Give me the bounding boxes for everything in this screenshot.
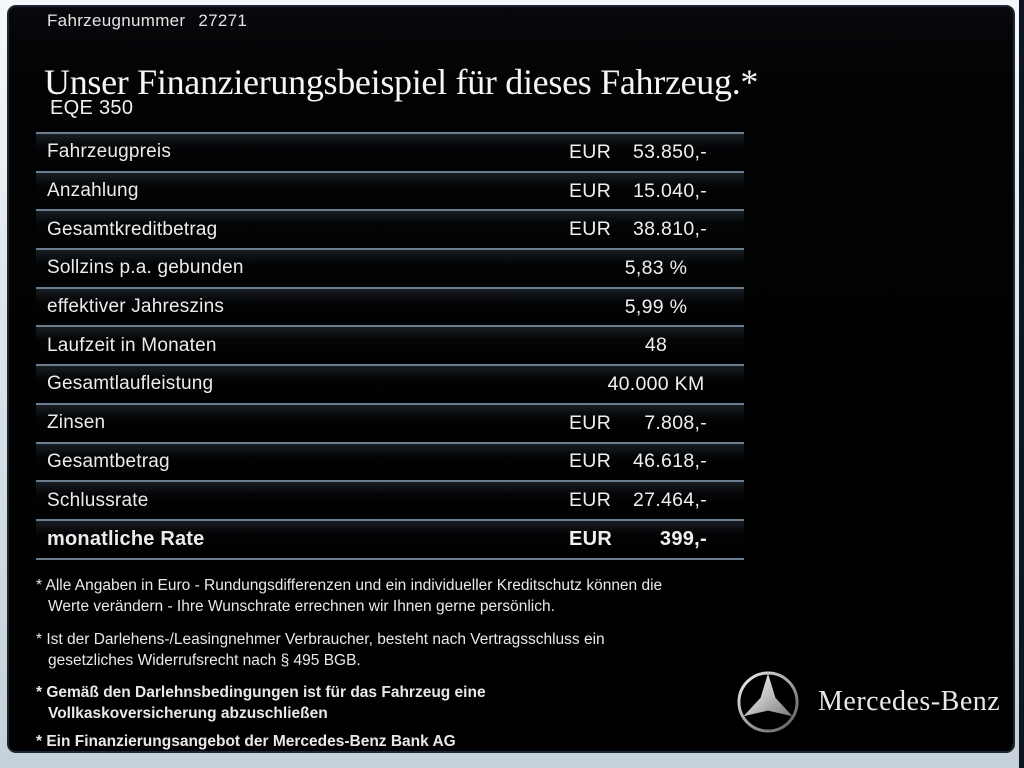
currency-label: EUR [569,411,612,434]
row-label: Gesamtbetrag [47,450,170,472]
amount-value: 46.618,- [633,450,707,473]
amount-value: 38.810,- [633,218,707,241]
row-value: EUR 7.808,- [562,412,744,435]
currency-label: EUR [569,140,612,163]
financing-offer-panel: Fahrzeugnummer 27271 Unser Finanzierungs… [7,5,1015,753]
brand-name: Mercedes-Benz [818,686,1001,717]
currency-label: EUR [569,489,612,512]
table-row: Sollzins p.a. gebunden 5,83 % [36,248,744,287]
row-label: Fahrzeugpreis [47,141,172,163]
row-label: Gesamtlaufleistung [47,373,214,395]
amount-value: 27.464,- [633,489,707,512]
footnote-line: * Ein Finanzierungsangebot der Mercedes-… [36,733,456,750]
table-row: Gesamtbetrag EUR 46.618,- [36,441,744,481]
row-value: EUR 38.810,- [562,218,744,241]
footnote-line: Werte verändern - Ihre Wunschrate errech… [48,598,555,615]
vehicle-number-label: Fahrzeugnummer [47,11,186,30]
row-value: EUR 46.618,- [562,450,744,473]
row-label: effektiver Jahreszins [47,296,225,318]
row-label: Laufzeit in Monaten [47,334,217,356]
amount-value: 48 [644,334,668,357]
amount-value: 53.850,- [633,140,707,163]
amount-value: 5,83 % [624,256,688,279]
currency-label: EUR [569,218,612,241]
row-label: Schlussrate [47,489,149,511]
amount-value: 5,99 % [624,295,688,318]
table-row: Gesamtlaufleistung 40.000 KM [36,364,744,403]
amount-value: 7.808,- [644,411,707,434]
amount-value: 40.000 KM [607,372,705,395]
financing-table: Fahrzeugpreis EUR 53.850,- Anzahlung EUR… [36,132,744,560]
table-row: Schlussrate EUR 27.464,- [36,480,744,519]
table-row: Zinsen EUR 7.808,- [36,402,744,442]
footnotes-section: * Alle Angaben in Euro - Rundungsdiffere… [36,575,752,759]
currency-label: EUR [569,179,612,202]
page-title: Unser Finanzierungsbeispiel für dieses F… [44,62,759,103]
table-row: effektiver Jahreszins 5,99 % [36,286,744,326]
footnote: * Gemäß den Darlehnsbedingungen ist für … [36,682,752,724]
row-label: Gesamtkreditbetrag [47,218,218,240]
table-row: Fahrzeugpreis EUR 53.850,- [36,132,744,171]
row-label: monatliche Rate [47,527,205,550]
footnote: * Ein Finanzierungsangebot der Mercedes-… [36,731,752,752]
row-value: 5,83 % [562,257,744,280]
brand-block: Mercedes-Benz [735,669,1000,735]
row-value: 5,99 % [562,296,744,319]
row-value: 48 [562,334,744,357]
table-row: Gesamtkreditbetrag EUR 38.810,- [36,209,744,249]
row-value: EUR 15.040,- [562,180,744,203]
table-row: Anzahlung EUR 15.040,- [36,170,744,210]
vehicle-model: EQE 350 [50,97,134,119]
row-value: 40.000 KM [562,373,744,396]
window-edge-strip [1019,0,1024,768]
row-value: EUR 53.850,- [562,141,744,164]
row-label: Anzahlung [47,180,139,202]
footnote: * Ist der Darlehens-/Leasingnehmer Verbr… [36,629,752,671]
amount-value: 399,- [659,527,707,550]
row-value: EUR 27.464,- [562,489,744,512]
mercedes-star-icon [737,671,799,733]
table-row-monthly-rate: monatliche Rate EUR 399,- [36,518,744,558]
currency-label: EUR [569,450,612,473]
table-row: Laufzeit in Monaten 48 [36,325,744,365]
footnote-line: * Ist der Darlehens-/Leasingnehmer Verbr… [36,631,605,648]
vehicle-number-value: 27271 [198,11,248,30]
row-label: Sollzins p.a. gebunden [47,257,244,279]
row-label: Zinsen [47,412,106,434]
currency-label: EUR [569,527,613,550]
footnote-line: * Alle Angaben in Euro - Rundungsdiffere… [36,577,663,594]
footnote-line: gesetzliches Widerrufsrecht nach § 495 B… [48,652,361,669]
footnote-line: * Gemäß den Darlehnsbedingungen ist für … [36,684,486,701]
footnote: * Alle Angaben in Euro - Rundungsdiffere… [36,575,752,617]
amount-value: 15.040,- [633,179,707,202]
row-value: EUR 399,- [562,528,744,551]
footnote-line: Vollkaskoversicherung abzuschließen [48,705,328,722]
vehicle-number-line: Fahrzeugnummer 27271 [47,11,247,31]
